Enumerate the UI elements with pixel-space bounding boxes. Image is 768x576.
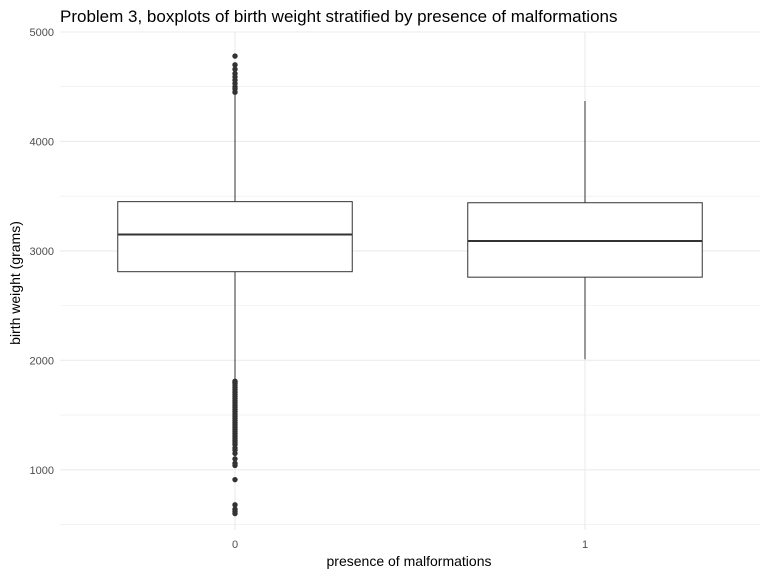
outlier-point: [232, 502, 238, 508]
iqr-box: [117, 201, 353, 273]
outlier-point: [232, 460, 238, 466]
x-tick-label: 1: [582, 539, 588, 551]
outlier-point: [232, 66, 238, 72]
y-axis-ticks: 1000 2000 3000 4000 5000: [30, 27, 54, 477]
outlier-point: [232, 53, 238, 59]
x-tick-label: 0: [232, 539, 238, 551]
y-tick-label: 5000: [30, 27, 54, 39]
y-tick-label: 2000: [30, 355, 54, 367]
outlier-point: [232, 62, 238, 68]
box-1: [467, 100, 703, 360]
outlier-point: [232, 456, 238, 462]
y-axis-label: birth weight (grams): [7, 221, 23, 345]
outlier-point: [232, 70, 238, 77]
box-0: [117, 53, 353, 517]
chart-title: Problem 3, boxplots of birth weight stra…: [60, 7, 618, 26]
outlier-point: [232, 476, 238, 483]
x-axis-label: presence of malformations: [327, 553, 492, 569]
grid-lines: [60, 31, 760, 530]
y-tick-label: 3000: [30, 246, 54, 258]
y-tick-label: 1000: [30, 465, 54, 477]
iqr-box: [467, 202, 703, 278]
outlier-point: [232, 378, 238, 384]
y-tick-label: 4000: [30, 136, 54, 148]
outlier-point: [232, 506, 238, 512]
boxes: [117, 53, 703, 517]
